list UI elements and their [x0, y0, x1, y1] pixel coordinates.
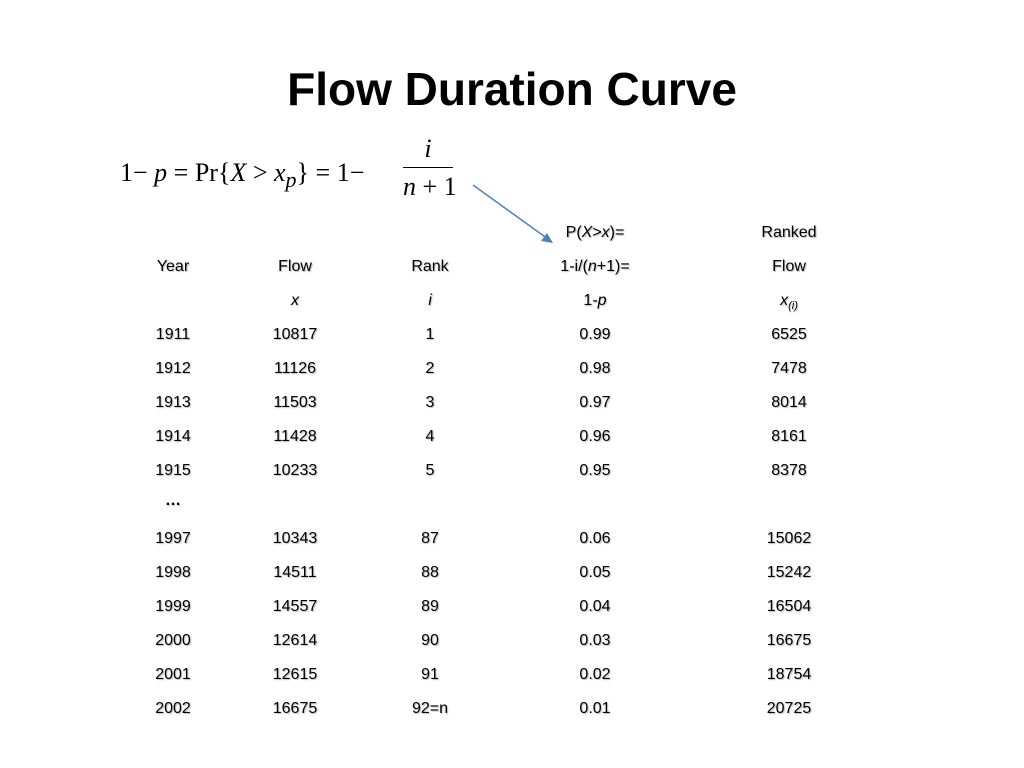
ranked-flow-cell: 20725	[766, 700, 812, 717]
slide-title: Flow Duration Curve	[287, 63, 737, 115]
ranked-flow-cell: 7478	[771, 360, 807, 377]
header-ranked: Ranked	[761, 224, 817, 241]
ranked-flow-cell: 8161	[771, 428, 807, 445]
year-cell: 1911	[155, 326, 191, 343]
header-rank-symbol: i	[428, 292, 432, 309]
flow-duration-formula: 1− p = Pr{X > xp} = 1− i n + 1	[120, 132, 480, 212]
header-flow: Flow	[278, 258, 312, 275]
header-ranked-flow: Flow	[772, 258, 806, 275]
year-cell: 2000	[155, 632, 191, 649]
flow-cell: 12614	[272, 632, 318, 649]
header-probability-symbol: 1-p	[583, 292, 607, 309]
probability-cell: 0.98	[579, 360, 611, 377]
ranked-flow-cell: 8014	[771, 394, 807, 411]
formula-denominator: n + 1	[403, 172, 457, 201]
rank-cell: 3	[425, 394, 435, 411]
rank-cell: 2	[425, 360, 435, 377]
header-year: Year	[156, 258, 190, 275]
year-cell: 1999	[155, 598, 191, 615]
rank-cell: 91	[421, 666, 439, 683]
flow-cell: 11126	[273, 360, 317, 377]
ranked-flow-cell: 15242	[766, 564, 812, 581]
fraction-bar	[403, 167, 453, 168]
header-probability-formula: 1-i/(n+1)=	[560, 258, 630, 275]
header-flow-symbol: x	[291, 292, 299, 309]
flow-cell: 14511	[273, 564, 317, 581]
probability-cell: 0.97	[579, 394, 611, 411]
flow-cell: 11503	[273, 394, 317, 411]
rank-cell: 1	[425, 326, 435, 343]
probability-cell: 0.04	[579, 598, 611, 615]
flow-cell: 11428	[273, 428, 317, 445]
probability-cell: 0.05	[579, 564, 611, 581]
ranked-flow-cell: 16504	[766, 598, 812, 615]
probability-cell: 0.01	[579, 700, 611, 717]
probability-cell: 0.06	[579, 530, 611, 547]
flow-cell: 14557	[272, 598, 318, 615]
header-exceedance-probability: P(X>x)=	[565, 224, 625, 241]
rank-cell: 90	[421, 632, 439, 649]
probability-cell: 0.02	[579, 666, 611, 683]
year-cell: 1998	[155, 564, 191, 581]
year-cell: 1913	[155, 394, 191, 411]
rank-cell: 89	[421, 598, 439, 615]
probability-cell: 0.95	[579, 462, 611, 479]
rank-cell: 4	[425, 428, 435, 445]
year-cell: …	[165, 492, 181, 509]
ranked-flow-cell: 16675	[766, 632, 812, 649]
flow-cell: 10233	[272, 462, 318, 479]
rank-cell: 92=n	[411, 700, 449, 717]
year-cell: 2002	[155, 700, 191, 717]
rank-cell: 5	[425, 462, 435, 479]
year-cell: 2001	[155, 666, 191, 683]
probability-cell: 0.96	[579, 428, 611, 445]
flow-cell: 16675	[272, 700, 318, 717]
ranked-flow-cell: 6525	[771, 326, 807, 343]
header-rank: Rank	[411, 258, 449, 275]
probability-cell: 0.99	[579, 326, 611, 343]
header-ranked-flow-symbol: x(i)	[780, 292, 798, 312]
formula-fraction: i n + 1	[403, 132, 457, 203]
formula-lhs: 1− p = Pr{X > xp} = 1−	[120, 158, 365, 192]
year-cell: 1914	[155, 428, 191, 445]
year-cell: 1915	[155, 462, 191, 479]
flow-cell: 12615	[272, 666, 318, 683]
rank-cell: 88	[421, 564, 439, 581]
flow-cell: 10343	[272, 530, 318, 547]
flow-cell: 10817	[272, 326, 318, 343]
year-cell: 1912	[155, 360, 191, 377]
ranked-flow-cell: 8378	[771, 462, 807, 479]
ranked-flow-cell: 18754	[766, 666, 812, 683]
year-cell: 1997	[155, 530, 191, 547]
rank-cell: 87	[421, 530, 439, 547]
formula-numerator: i	[424, 134, 432, 163]
ranked-flow-cell: 15062	[766, 530, 812, 547]
probability-cell: 0.03	[579, 632, 611, 649]
